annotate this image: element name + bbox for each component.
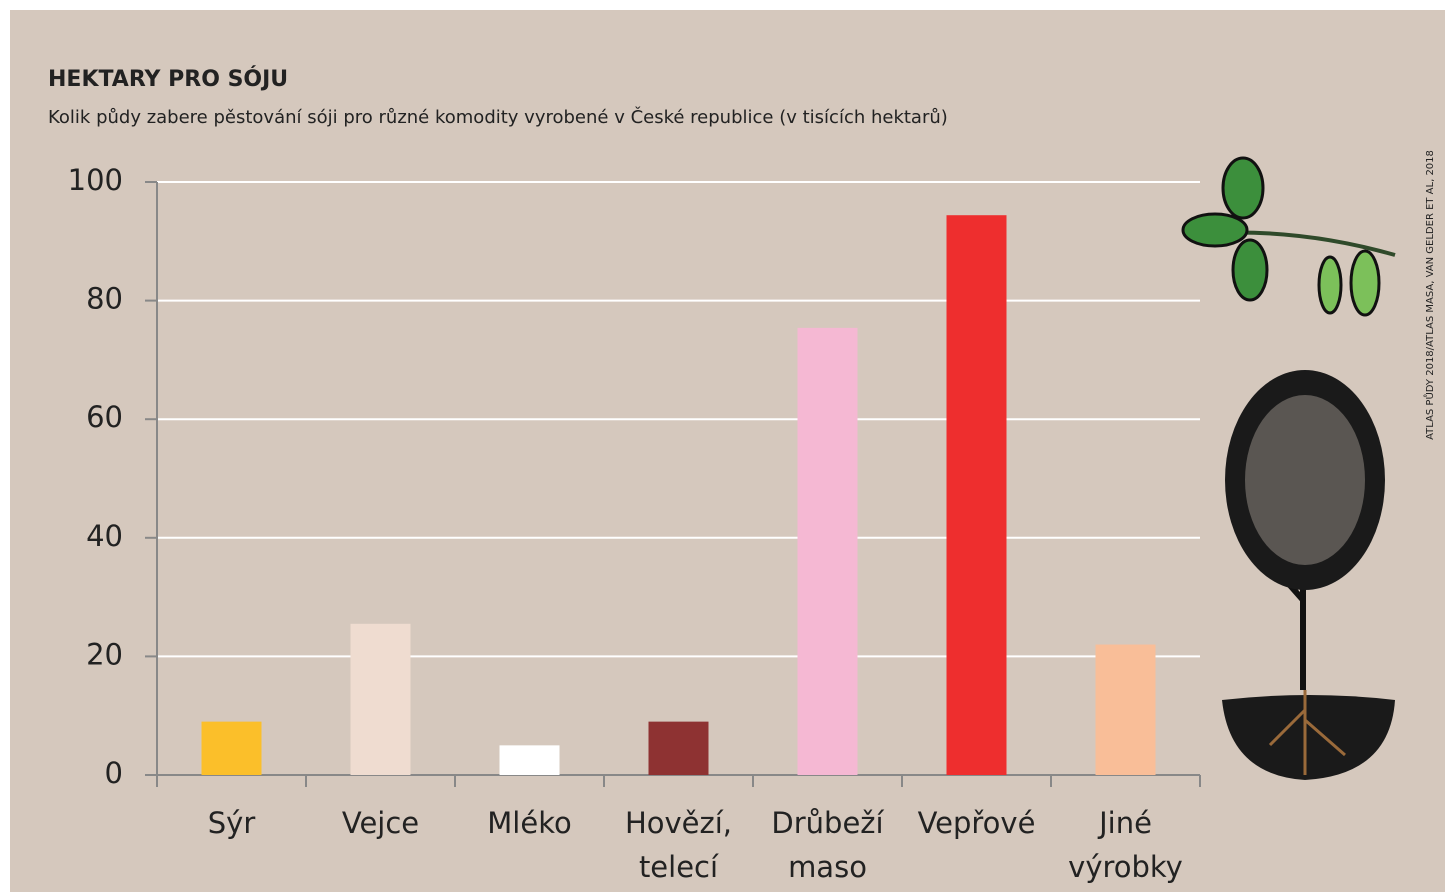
y-tick-label: 0 bbox=[105, 756, 123, 790]
x-tick-label: Vejce bbox=[341, 806, 420, 840]
x-tick-label: Jiné výrobky bbox=[1068, 806, 1183, 884]
x-tick-label: Drůbeží maso bbox=[771, 806, 884, 884]
y-tick-label: 100 bbox=[68, 163, 123, 197]
bar bbox=[1095, 644, 1156, 775]
x-tick-label: Vepřové bbox=[917, 806, 1036, 840]
bar bbox=[797, 327, 858, 775]
y-tick-label: 40 bbox=[86, 519, 123, 553]
bar bbox=[350, 623, 411, 775]
chart-title: HEKTARY PRO SÓJU bbox=[48, 66, 288, 92]
leaf-illustration bbox=[1181, 156, 1396, 317]
x-tick-label: Mléko bbox=[487, 806, 572, 840]
y-tick-label: 20 bbox=[86, 637, 123, 671]
plant-illustration bbox=[1222, 370, 1395, 780]
x-tick-label: Sýr bbox=[207, 806, 256, 840]
x-tick-label: Hovězí, telecí bbox=[624, 806, 733, 884]
chart-subtitle: Kolik půdy zabere pěstování sóji pro růz… bbox=[48, 106, 948, 128]
bar bbox=[499, 745, 560, 775]
y-tick-label: 60 bbox=[86, 400, 123, 434]
bar bbox=[648, 721, 709, 775]
source-note: ATLAS PŮDY 2018/ATLAS MASA, VAN GELDER E… bbox=[1423, 150, 1436, 440]
y-tick-label: 80 bbox=[86, 282, 123, 316]
bar bbox=[201, 721, 262, 775]
bar bbox=[946, 215, 1007, 775]
